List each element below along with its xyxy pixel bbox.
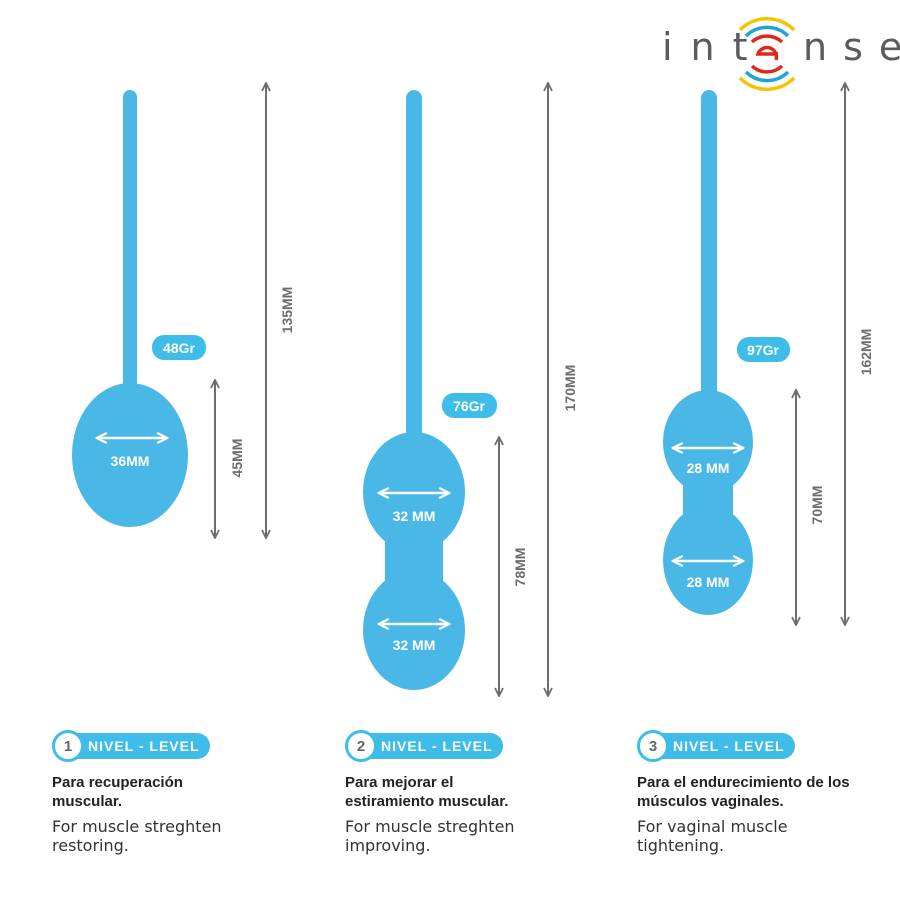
- ball-length-label: 70MM: [809, 486, 825, 525]
- ball-upper: [663, 390, 753, 494]
- level-2-info: 2 NIVEL - LEVEL Para mejorar el estiramie…: [345, 730, 605, 855]
- level-label: NIVEL - LEVEL: [361, 733, 503, 759]
- ball-width-label: 32 MM: [393, 508, 436, 524]
- svg-text:nse: nse: [803, 25, 900, 69]
- spanish-description: Para el endurecimiento de los músculos v…: [637, 774, 850, 810]
- ball-width-label: 28 MM: [687, 574, 730, 590]
- level-3-info: 3 NIVEL - LEVEL Para el endurecimiento de…: [637, 730, 897, 855]
- ball-width-label: 36MM: [111, 453, 150, 469]
- retrieval-cord: [406, 90, 422, 450]
- total-length-label: 162MM: [858, 329, 874, 376]
- retrieval-cord: [701, 90, 717, 400]
- weight-badge: [737, 337, 790, 362]
- weight-badge: [442, 393, 497, 418]
- weight-badge: [152, 335, 206, 360]
- level-badge: 2 NIVEL - LEVEL: [345, 730, 605, 762]
- weight-label: 97Gr: [747, 342, 779, 358]
- product-level-2: 32 MM 32 MM 76Gr 78MM 170MM: [363, 84, 578, 695]
- spanish-description: Para recuperación muscular.: [52, 774, 183, 810]
- total-length-label: 170MM: [562, 365, 578, 412]
- level-number: 2: [345, 730, 377, 762]
- product-level-1: 36MM 48Gr 45MM 135MM: [72, 84, 295, 537]
- weight-label: 48Gr: [163, 340, 195, 356]
- level-badge: 3 NIVEL - LEVEL: [637, 730, 897, 762]
- level-number: 1: [52, 730, 84, 762]
- ball-width-label: 32 MM: [393, 637, 436, 653]
- product-level-3: 28 MM 28 MM 97Gr 70MM 162MM: [663, 84, 874, 624]
- ball: [72, 383, 188, 527]
- total-length-label: 135MM: [279, 287, 295, 334]
- retrieval-cord: [123, 90, 137, 390]
- intense-logo: int nse: [662, 16, 900, 92]
- level-1-info: 1 NIVEL - LEVEL Para recuperación muscula…: [52, 730, 312, 855]
- level-badge: 1 NIVEL - LEVEL: [52, 730, 312, 762]
- level-label: NIVEL - LEVEL: [68, 733, 210, 759]
- english-description: For muscle streghten improving.: [345, 817, 515, 855]
- english-description: For vaginal muscle tightening.: [637, 817, 788, 855]
- level-label: NIVEL - LEVEL: [653, 733, 795, 759]
- spanish-description: Para mejorar el estiramiento muscular.: [345, 774, 509, 810]
- ball-length-label: 78MM: [512, 548, 528, 587]
- svg-text:int: int: [662, 25, 766, 69]
- ball-length-label: 45MM: [229, 439, 245, 478]
- english-description: For muscle streghten restoring.: [52, 817, 222, 855]
- level-number: 3: [637, 730, 669, 762]
- weight-label: 76Gr: [453, 398, 485, 414]
- ball-width-label: 28 MM: [687, 460, 730, 476]
- ball-lower: [363, 570, 465, 690]
